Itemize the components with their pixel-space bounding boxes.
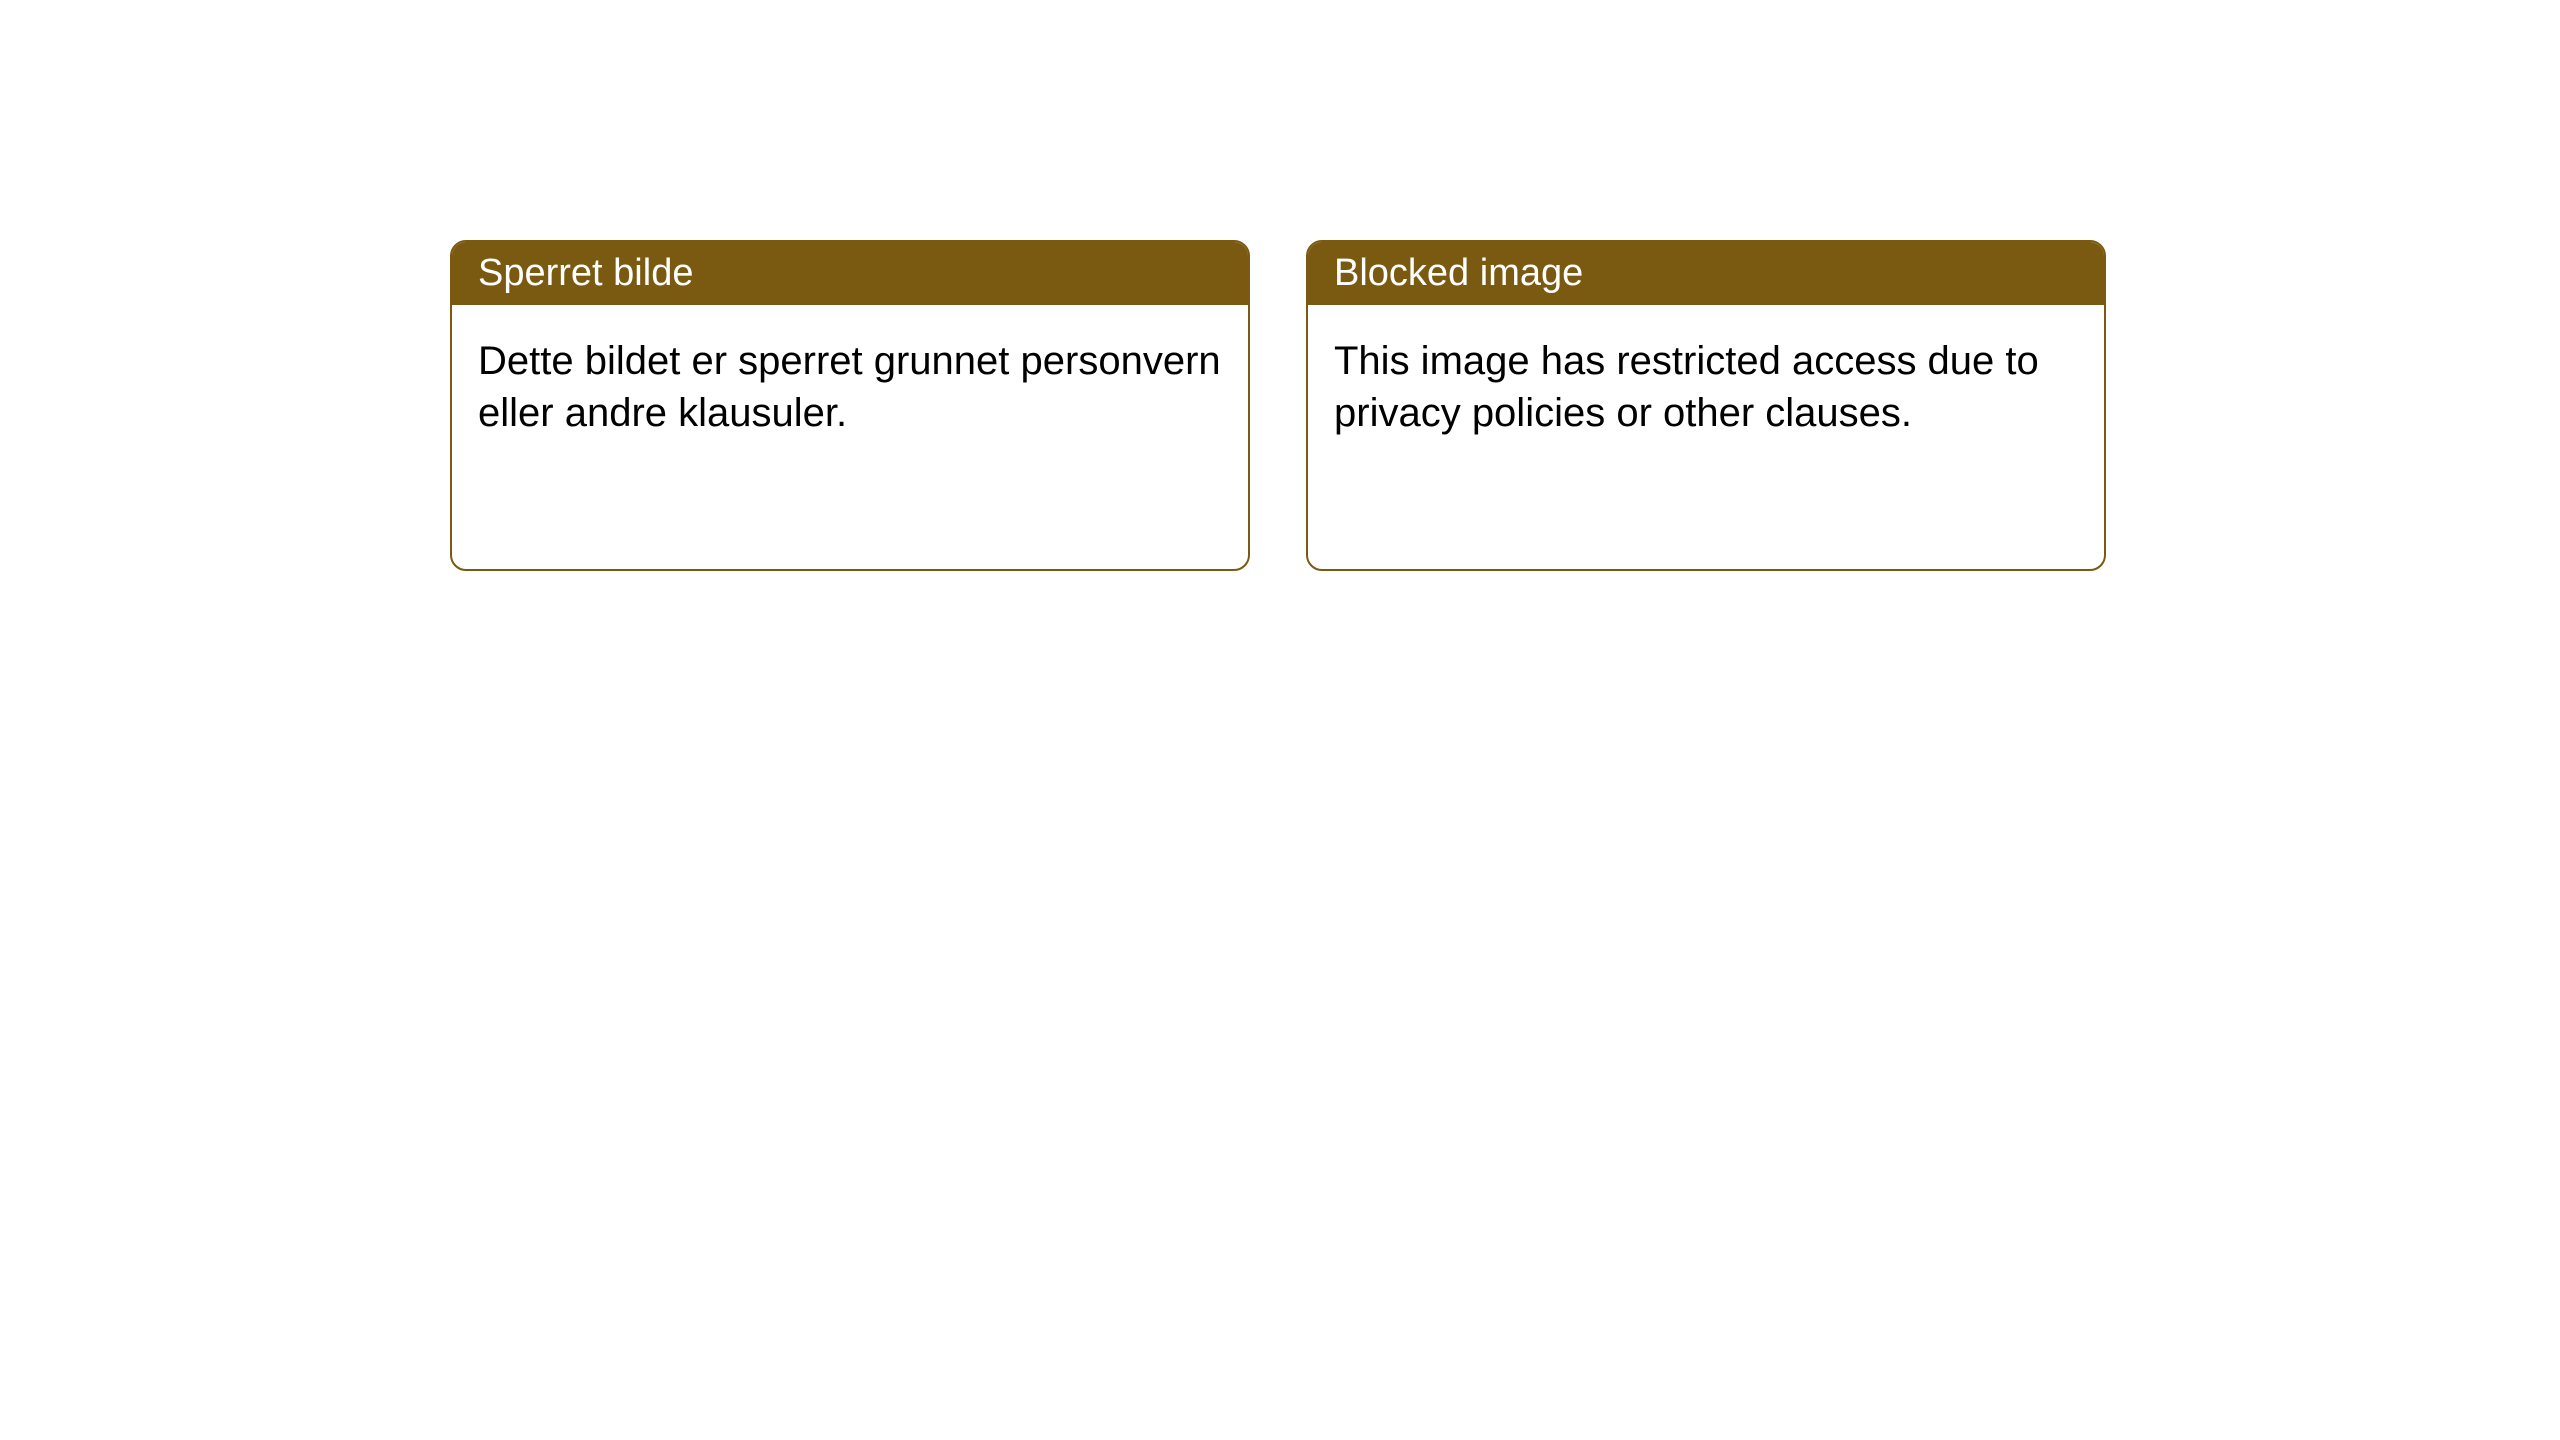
notice-container: Sperret bilde Dette bildet er sperret gr… — [0, 0, 2560, 571]
notice-title: Blocked image — [1334, 252, 1583, 294]
notice-body: This image has restricted access due to … — [1308, 305, 2104, 469]
notice-text: Dette bildet er sperret grunnet personve… — [478, 339, 1221, 435]
notice-card-norwegian: Sperret bilde Dette bildet er sperret gr… — [450, 240, 1250, 571]
notice-header: Blocked image — [1308, 242, 2104, 305]
notice-text: This image has restricted access due to … — [1334, 339, 2039, 435]
notice-title: Sperret bilde — [478, 252, 693, 294]
notice-header: Sperret bilde — [452, 242, 1248, 305]
notice-body: Dette bildet er sperret grunnet personve… — [452, 305, 1248, 469]
notice-card-english: Blocked image This image has restricted … — [1306, 240, 2106, 571]
